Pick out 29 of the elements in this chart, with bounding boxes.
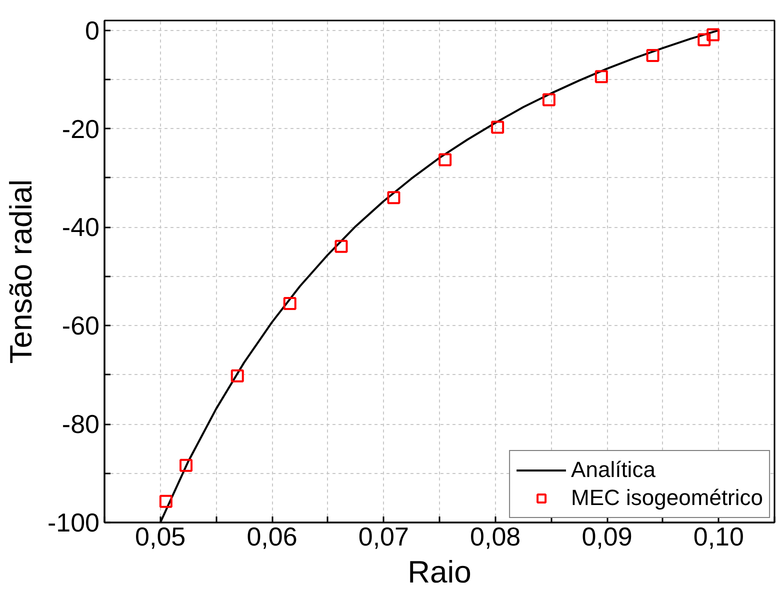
point	[159, 494, 172, 508]
point	[230, 369, 244, 382]
point	[180, 458, 193, 472]
y-tick-label: -40	[62, 212, 100, 242]
y-tick-label: -20	[62, 114, 100, 144]
x-tick-label: 0,09	[582, 522, 632, 552]
point	[542, 93, 556, 106]
point	[438, 153, 452, 166]
x-tick-label: 0,07	[358, 522, 409, 552]
y-tick-label: -80	[62, 409, 100, 440]
point	[387, 191, 400, 204]
x-axis-title: Raio	[408, 554, 472, 590]
x-tick-label: 0,06	[246, 522, 298, 552]
x-tick-label: 0,05	[135, 522, 186, 552]
x-tick-label: 0,08	[470, 522, 521, 552]
point	[594, 70, 608, 84]
point	[646, 48, 660, 62]
y-tick-label: -100	[47, 508, 100, 538]
y-tick-label: -60	[62, 310, 100, 341]
point	[491, 120, 504, 134]
legend-label: MEC isogeométrico	[571, 485, 763, 511]
point	[698, 33, 711, 46]
point	[334, 240, 348, 253]
point	[283, 296, 296, 310]
y-axis-title: Tensão radial	[3, 179, 38, 364]
x-tick-label: 0,10	[693, 522, 744, 552]
y-tick-label: 0	[85, 15, 100, 46]
point	[706, 28, 720, 42]
legend-label: Analítica	[571, 457, 656, 483]
